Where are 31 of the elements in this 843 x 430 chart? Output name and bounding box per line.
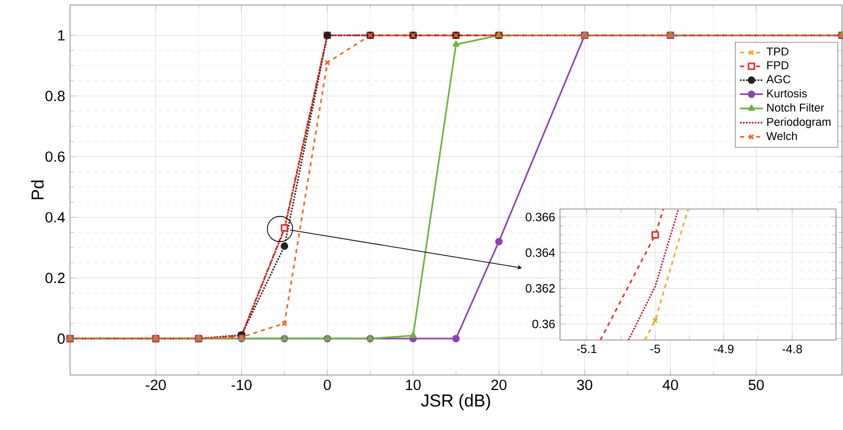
legend-label: Periodogram [767,118,830,128]
y-tick-label: 0.364 [526,248,555,257]
y-tick-label: 1 [58,30,65,40]
x-tick-label: -4.8 [782,344,802,354]
y-tick-label: 0.362 [526,284,555,293]
legend-label: Notch Filter [767,103,824,112]
x-tick-label: -20 [146,380,166,390]
y-tick-label: 0.366 [526,212,555,222]
legend-label: AGC [766,75,790,84]
x-tick-label: 0 [324,380,331,390]
y-tick-label: 0.2 [45,272,65,284]
x-tick-label: -10 [232,380,252,390]
y-tick-label: 0.36 [532,320,555,328]
legend-label: TPD [766,48,788,56]
legend-label: Welch [766,132,797,140]
y-axis-title: Pd [31,180,44,200]
x-tick-label: -5.1 [576,344,596,354]
x-tick-label: -5 [650,344,660,354]
y-tick-label: 0.8 [45,90,65,102]
x-tick-label: -4.9 [714,344,734,354]
legend-label: Kurtosis [767,89,807,98]
y-tick-label: 0.4 [45,212,65,222]
y-tick-label: 0 [58,333,65,344]
x-tick-label: 40 [662,380,678,390]
x-tick-label: 10 [406,380,421,390]
legend-label: FPD [767,61,788,70]
x-axis-title: JSR (dB) [421,394,490,410]
x-tick-label: 30 [577,380,592,390]
y-tick-label: 0.6 [45,151,65,162]
x-tick-label: 20 [491,380,506,390]
x-tick-label: 50 [748,380,764,390]
